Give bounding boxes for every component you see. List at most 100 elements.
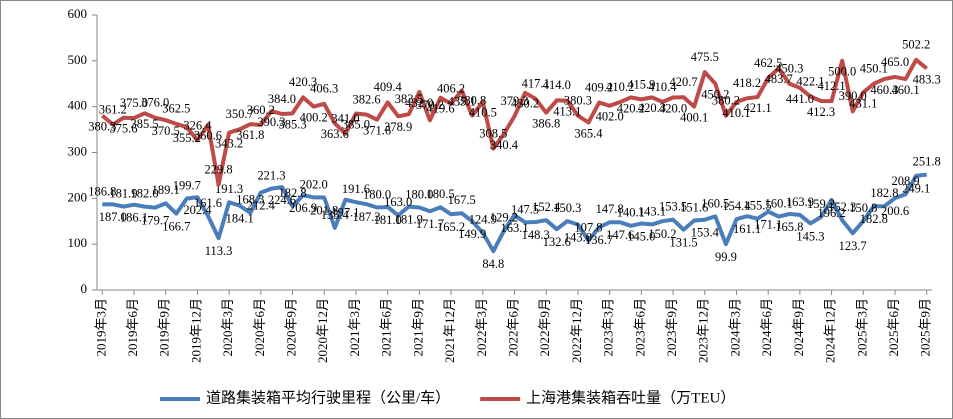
data-label: 370.2 [416,98,444,112]
data-label: 340.4 [490,138,519,152]
data-label: 483.7 [765,72,793,86]
x-tick-label: 2023年9月 [664,298,679,357]
x-tick-label: 2024年3月 [727,298,742,357]
data-label: 182.0 [131,186,159,200]
data-label: 380.2 [712,94,740,108]
data-label: 460.1 [892,83,920,97]
data-label: 450.1 [860,62,888,76]
data-label: 410.5 [469,106,497,120]
x-tick-label: 2021年3月 [347,298,362,357]
data-label: 202.4 [183,203,212,217]
data-label: 150.8 [849,201,877,215]
data-label: 84.8 [482,257,504,271]
data-label: 152.3 [828,200,856,214]
data-label: 343.2 [215,137,243,151]
data-label: 380.3 [88,120,116,134]
data-label: 148.3 [522,228,550,242]
x-tick-label: 2020年6月 [252,298,267,357]
data-label: 400.2 [300,110,328,124]
data-label: 380.8 [458,93,486,107]
data-label: 182.8 [860,212,888,226]
data-label: 149.9 [458,227,486,241]
data-label: 412.1 [818,79,846,93]
data-label: 159.2 [807,197,835,211]
data-label: 378.9 [384,120,412,134]
data-label: 132.6 [543,235,571,249]
data-label: 418.2 [733,76,761,90]
data-label: 420.2 [617,101,645,115]
data-label: 145.0 [627,229,655,243]
data-label: 150.3 [553,201,581,215]
data-label: 361.8 [236,128,264,142]
x-tick-label: 2019年12月 [188,298,203,363]
x-tick-label: 2023年3月 [601,298,616,357]
data-label: 99.9 [715,250,737,264]
series-line [102,172,927,254]
y-tick-label: 600 [68,6,88,21]
data-label: 147.5 [511,202,539,216]
data-label: 129.2 [490,211,518,225]
data-label: 107.8 [574,220,602,234]
data-label: 360.6 [194,129,222,143]
x-tick-label: 2022年6月 [505,298,520,357]
data-label: 229.8 [204,163,232,177]
data-label: 199.7 [173,178,201,192]
data-label: 181.9 [109,187,137,201]
data-label: 371.6 [363,124,391,138]
data-label: 379.3 [500,94,528,108]
data-label: 420.3 [289,75,317,89]
data-label: 182.8 [870,186,898,200]
data-label: 406.2 [437,82,465,96]
data-label: 400.1 [680,110,708,124]
data-label: 450.3 [775,61,803,75]
data-label: 365.4 [574,126,603,140]
data-label: 160.5 [701,196,729,210]
y-tick-label: 500 [68,52,88,67]
x-tick-label: 2021年9月 [410,298,425,357]
data-label: 360.2 [247,103,275,117]
data-label: 308.5 [479,126,507,140]
data-label: 208.9 [892,174,920,188]
data-label: 191.6 [342,182,370,196]
data-label: 384.0 [268,92,296,106]
data-label: 383.5 [395,92,423,106]
data-label: 163.9 [786,195,814,209]
data-label: 202.0 [300,177,328,191]
data-label: 191.3 [215,182,243,196]
data-label: 151.6 [680,200,708,214]
x-tick-label: 2024年6月 [759,298,774,357]
data-label: 385.3 [278,117,306,131]
data-label: 153.5 [659,200,687,214]
data-label: 326.4 [183,118,212,132]
data-label: 390.3 [257,115,285,129]
data-label: 475.5 [691,50,719,64]
data-label: 361.2 [99,102,127,116]
data-label: 143.0 [564,230,592,244]
data-label: 419.6 [426,102,454,116]
x-tick-label: 2019年6月 [125,298,140,357]
data-label: 221.3 [257,168,285,182]
data-label: 171.1 [754,217,782,231]
data-label: 197.1 [331,206,359,220]
data-label: 420.7 [670,75,698,89]
legend-label: 上海港集装箱吞吐量（万TEU） [526,389,735,406]
data-label: 161.6 [194,196,222,210]
x-tick-label: 2019年3月 [93,298,108,357]
data-label: 420.3 [638,101,666,115]
data-label: 187.0 [99,210,127,224]
data-label: 182.8 [278,186,306,200]
data-label: 180.0 [363,187,391,201]
y-tick-label: 100 [68,235,88,250]
data-label: 409.4 [374,80,403,94]
data-label: 163.1 [500,221,528,235]
series-line [101,57,928,187]
x-tick-label: 2025年9月 [918,298,933,357]
data-label: 362.5 [162,102,190,116]
x-tick-label: 2024年9月 [791,298,806,357]
data-label: 382.6 [352,93,380,107]
x-tick-label: 2024年12月 [823,298,838,363]
y-tick-label: 0 [81,281,88,296]
data-label: 160.1 [765,196,793,210]
data-label: 430.2 [511,97,539,111]
